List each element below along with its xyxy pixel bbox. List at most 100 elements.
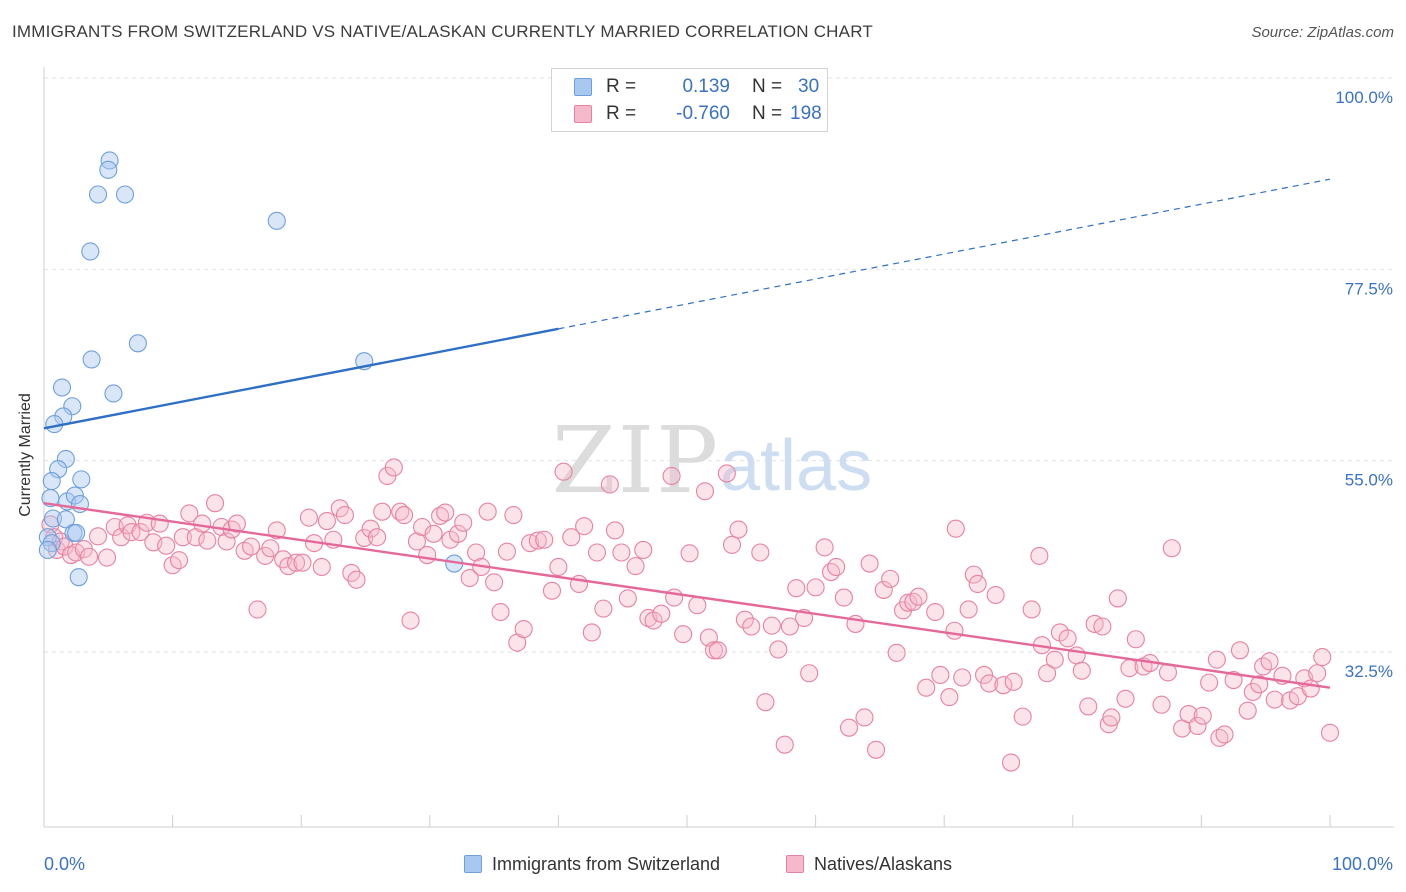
switzerland-point bbox=[56, 510, 75, 529]
native-point bbox=[1045, 650, 1064, 669]
native-point bbox=[742, 617, 761, 636]
native-point bbox=[708, 641, 727, 660]
native-point bbox=[1308, 664, 1327, 683]
legend-swatch-pink bbox=[574, 105, 592, 123]
switzerland-point bbox=[128, 334, 147, 353]
native-point bbox=[97, 548, 117, 567]
native-point bbox=[917, 678, 936, 697]
native-point bbox=[946, 519, 965, 538]
native-point bbox=[173, 528, 192, 547]
native-point bbox=[112, 528, 131, 547]
native-point bbox=[959, 600, 978, 619]
x-tick-label: 100.0% bbox=[1332, 854, 1393, 874]
native-point bbox=[287, 553, 306, 572]
legend-n-label: N = bbox=[752, 103, 783, 124]
switzerland-point bbox=[100, 151, 119, 170]
x-tick-label: 0.0% bbox=[44, 854, 85, 874]
native-point bbox=[1193, 706, 1212, 725]
native-point bbox=[217, 532, 236, 551]
native-point bbox=[1162, 539, 1181, 558]
native-point bbox=[293, 553, 312, 572]
native-point bbox=[491, 602, 510, 622]
native-point bbox=[424, 524, 443, 543]
native-point bbox=[904, 592, 923, 611]
switzerland-point bbox=[115, 185, 135, 204]
native-point bbox=[634, 540, 653, 560]
native-point bbox=[180, 504, 199, 523]
native-point bbox=[887, 643, 906, 662]
native-point bbox=[1215, 725, 1234, 744]
watermark-atlas: atlas bbox=[720, 426, 872, 506]
native-point bbox=[549, 557, 568, 577]
bottom-legend-natives: Natives/Alaskans bbox=[786, 852, 952, 876]
native-point bbox=[860, 554, 879, 573]
native-point bbox=[497, 542, 517, 561]
native-point bbox=[756, 693, 775, 712]
native-point bbox=[587, 543, 607, 562]
native-point bbox=[994, 676, 1013, 695]
native-point bbox=[1265, 690, 1284, 709]
native-point bbox=[373, 502, 392, 521]
native-point bbox=[79, 547, 99, 566]
native-point bbox=[1230, 641, 1250, 660]
native-point bbox=[1313, 648, 1332, 667]
native-point bbox=[413, 517, 432, 537]
native-point bbox=[562, 528, 581, 547]
native-point bbox=[1210, 728, 1229, 747]
native-point bbox=[1072, 661, 1091, 680]
native-point bbox=[1152, 695, 1171, 714]
native-point bbox=[227, 514, 246, 533]
native-point bbox=[735, 610, 754, 629]
native-point bbox=[1022, 600, 1041, 619]
native-point bbox=[674, 625, 693, 644]
native-point bbox=[347, 570, 366, 589]
native-point bbox=[157, 536, 176, 555]
native-point bbox=[535, 530, 554, 549]
native-point bbox=[542, 581, 562, 600]
native-point bbox=[554, 462, 573, 481]
legend-r-label: R = bbox=[606, 76, 637, 97]
native-point bbox=[401, 611, 420, 630]
native-point bbox=[1030, 546, 1049, 565]
switzerland-point bbox=[43, 509, 63, 528]
native-point bbox=[261, 539, 280, 558]
bottom-legend-swatch-pink bbox=[786, 855, 804, 873]
native-point bbox=[787, 579, 806, 598]
native-point bbox=[299, 508, 318, 527]
native-point bbox=[1058, 629, 1077, 648]
native-point bbox=[449, 524, 468, 543]
native-point bbox=[600, 475, 619, 494]
native-point bbox=[485, 573, 504, 592]
native-point bbox=[1004, 672, 1023, 691]
native-point bbox=[467, 543, 486, 562]
y-tick-label: 77.5% bbox=[1345, 279, 1393, 298]
switzerland-trend-extension bbox=[558, 178, 1331, 330]
native-point bbox=[431, 506, 450, 525]
legend-row-natives: R = -0.760 N = 198 bbox=[574, 101, 822, 127]
native-point bbox=[169, 551, 189, 570]
native-point bbox=[575, 517, 594, 536]
native-point bbox=[729, 520, 748, 539]
native-point bbox=[454, 513, 473, 532]
native-point bbox=[1250, 675, 1269, 694]
native-point bbox=[1116, 689, 1135, 708]
legend-r-label: R = bbox=[606, 103, 637, 124]
native-point bbox=[1079, 697, 1098, 716]
native-point bbox=[931, 665, 950, 685]
native-point bbox=[205, 494, 225, 513]
native-point bbox=[751, 543, 770, 562]
correlation-legend: R = 0.139 N = 30 R = -0.760 N = 198 bbox=[551, 68, 828, 132]
native-point bbox=[975, 665, 994, 685]
natives-trend-line bbox=[43, 501, 1331, 689]
native-point bbox=[1002, 753, 1021, 772]
native-point bbox=[762, 616, 781, 635]
switzerland-point bbox=[49, 460, 68, 479]
switzerland-point bbox=[63, 397, 82, 416]
native-point bbox=[1126, 630, 1145, 649]
native-point bbox=[594, 599, 613, 618]
native-point bbox=[940, 688, 959, 707]
bottom-legend-label: Natives/Alaskans bbox=[814, 853, 953, 874]
native-point bbox=[582, 623, 601, 642]
native-point bbox=[652, 604, 671, 623]
switzerland-point bbox=[99, 160, 118, 179]
